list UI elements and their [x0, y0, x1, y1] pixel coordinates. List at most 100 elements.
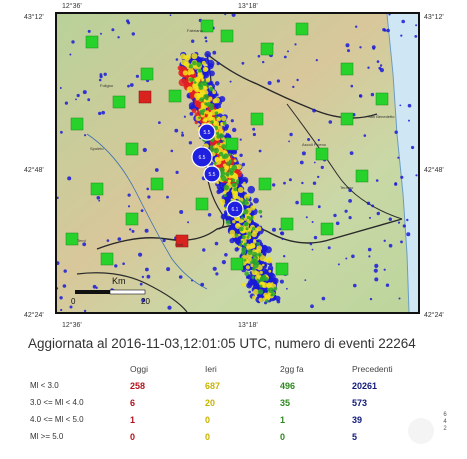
earthquake-event-dot — [299, 160, 304, 165]
earthquake-event-dot — [99, 73, 103, 76]
earthquake-event-dot — [259, 270, 263, 275]
earthquake-event-dot — [320, 165, 324, 169]
earthquake-event-dot — [315, 59, 318, 62]
earthquake-event-dot — [182, 70, 188, 76]
earthquake-event-dot — [60, 308, 63, 312]
earthquake-event-dot — [269, 263, 273, 267]
earthquake-event-dot — [258, 149, 262, 153]
earthquake-event-dot — [383, 239, 386, 242]
seismic-station-marker — [100, 252, 114, 266]
earthquake-event-dot — [311, 221, 314, 223]
earthquake-event-dot — [224, 253, 228, 257]
earthquake-event-dot — [309, 242, 313, 246]
earthquake-event-dot — [383, 268, 386, 271]
earthquake-event-dot — [188, 102, 196, 110]
earthquake-event-dot — [312, 108, 316, 113]
earthquake-event-dot — [243, 181, 246, 185]
earthquake-event-dot — [167, 305, 172, 310]
earthquake-event-dot — [179, 210, 184, 214]
earthquake-event-dot — [205, 97, 209, 101]
earthquake-event-dot — [251, 269, 258, 276]
earthquake-event-dot — [205, 40, 208, 43]
earthquake-event-dot — [400, 240, 403, 244]
earthquake-event-dot — [223, 184, 230, 191]
earthquake-event-dot — [252, 127, 256, 131]
earthquake-event-dot — [250, 215, 254, 219]
earthquake-event-dot — [251, 227, 256, 231]
earthquake-event-dot — [216, 134, 221, 139]
earthquake-event-dot — [87, 98, 91, 102]
earthquake-event-dot — [247, 231, 252, 237]
magnitude-label: 5.5 — [204, 130, 211, 136]
earthquake-event-dot — [215, 93, 219, 97]
earthquake-event-dot — [272, 183, 276, 187]
count-precedenti: 5 — [352, 432, 358, 442]
earthquake-event-dot — [321, 296, 326, 301]
earthquake-event-dot — [241, 235, 246, 239]
earthquake-event-dot — [376, 211, 380, 216]
earthquake-event-dot — [99, 75, 103, 79]
earthquake-event-dot — [106, 239, 110, 242]
place-label: Rieti — [175, 242, 183, 247]
count-ieri: 0 — [205, 432, 211, 442]
earthquake-event-dot — [220, 198, 226, 204]
earthquake-event-dot — [252, 251, 258, 258]
earthquake-event-dot — [154, 168, 159, 172]
earthquake-event-dot — [216, 61, 220, 66]
earthquake-event-dot — [247, 249, 253, 256]
earthquake-event-dot — [216, 189, 221, 195]
seismic-station-marker — [150, 177, 164, 191]
major-earthquake-marker: 5.5 — [198, 123, 216, 141]
earthquake-event-dot — [388, 14, 391, 16]
magnitude-range-label: Ml >= 5.0 — [30, 432, 64, 441]
earthquake-event-dot — [379, 64, 383, 67]
earthquake-event-dot — [233, 194, 237, 198]
earthquake-event-dot — [317, 175, 320, 179]
earthquake-event-dot — [307, 138, 311, 141]
earthquake-event-dot — [220, 203, 224, 207]
earthquake-event-dot — [382, 28, 386, 32]
stats-row: Ml >= 5.0 0 0 0 5 — [30, 432, 430, 444]
earthquake-event-dot — [245, 227, 249, 231]
earthquake-event-dot — [311, 248, 314, 251]
earthquake-event-dot — [350, 84, 354, 88]
earthquake-event-dot — [249, 245, 253, 250]
earthquake-event-dot — [199, 69, 203, 73]
stats-header-row: Oggi Ieri 2gg fa Precedenti — [30, 364, 430, 376]
earthquake-event-dot — [289, 132, 293, 137]
earthquake-event-dot — [368, 255, 371, 258]
earthquake-event-dot — [184, 58, 189, 63]
place-label: Ascoli Piceno — [302, 142, 327, 147]
earthquake-event-dot — [248, 290, 252, 294]
place-label: Spoleto — [90, 146, 104, 151]
earthquake-event-dot — [312, 181, 317, 185]
earthquake-event-dot — [129, 83, 134, 87]
earthquake-event-dot — [252, 289, 259, 295]
earthquake-event-dot — [224, 206, 227, 209]
earthquake-event-dot — [317, 205, 321, 209]
earthquake-event-dot — [213, 147, 219, 154]
earthquake-event-dot — [310, 304, 314, 309]
earthquake-event-dot — [313, 161, 316, 164]
earthquake-event-dot — [230, 119, 234, 123]
earthquake-event-dot — [386, 28, 390, 33]
update-status: Aggiornata al 2016-11-03,12:01:05 UTC, n… — [28, 336, 416, 351]
region-border — [76, 272, 188, 312]
earthquake-event-dot — [262, 297, 267, 301]
earthquake-event-dot — [344, 209, 348, 213]
earthquake-event-dot — [126, 19, 130, 23]
seismic-station-marker — [250, 112, 264, 126]
seismic-station-marker — [355, 169, 369, 183]
earthquake-event-dot — [414, 35, 418, 38]
earthquake-event-dot — [98, 78, 102, 82]
earthquake-event-dot — [258, 297, 264, 303]
earthquake-event-dot — [82, 90, 87, 95]
count-oggi: 6 — [130, 398, 136, 408]
earthquake-event-dot — [375, 179, 379, 182]
earthquake-event-dot — [224, 14, 227, 16]
earthquake-event-dot — [237, 245, 241, 249]
earthquake-event-dot — [205, 78, 210, 83]
sea-area — [387, 14, 418, 312]
active-station-marker — [175, 234, 189, 248]
earthquake-event-dot — [406, 218, 409, 222]
